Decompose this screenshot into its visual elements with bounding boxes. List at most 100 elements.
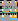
Point xyxy=(11,10,12,11)
Point xyxy=(2,2,3,3)
Point xyxy=(3,10,4,11)
Point xyxy=(2,2,3,3)
Point xyxy=(2,10,3,11)
Point xyxy=(4,11,5,12)
Point xyxy=(5,9,6,10)
Point xyxy=(12,10,13,11)
Point xyxy=(2,16,3,17)
Point xyxy=(13,1,14,2)
Point xyxy=(13,1,14,2)
Point xyxy=(11,10,12,11)
Point xyxy=(3,16,4,17)
Point xyxy=(12,16,13,17)
Point xyxy=(2,10,3,11)
Point xyxy=(13,9,14,10)
Point xyxy=(11,2,12,3)
Point xyxy=(10,16,11,17)
Point xyxy=(2,16,3,17)
Point xyxy=(2,16,3,17)
Point xyxy=(2,10,3,11)
Point xyxy=(13,4,14,5)
Point xyxy=(13,2,14,3)
Point xyxy=(12,11,13,12)
Point xyxy=(2,10,3,11)
Point xyxy=(12,11,13,12)
Point xyxy=(10,2,11,3)
Point xyxy=(13,10,14,11)
Point xyxy=(2,16,3,17)
Point xyxy=(2,2,3,3)
Point xyxy=(11,2,12,3)
Point xyxy=(2,16,3,17)
Point xyxy=(6,1,7,2)
Point xyxy=(4,9,5,10)
Point xyxy=(7,12,8,13)
Point xyxy=(5,9,6,10)
Point xyxy=(2,2,3,3)
Point xyxy=(10,16,11,17)
Point xyxy=(10,16,11,17)
Point xyxy=(4,9,5,10)
Point xyxy=(11,10,12,11)
Point xyxy=(5,11,6,12)
Point xyxy=(2,2,3,3)
Point xyxy=(13,11,14,12)
Point xyxy=(10,16,11,17)
Point xyxy=(2,10,3,11)
Point xyxy=(11,16,12,17)
Point xyxy=(5,2,6,3)
Point xyxy=(4,3,5,4)
Point xyxy=(10,10,11,11)
Point xyxy=(10,10,11,11)
Point xyxy=(11,10,12,11)
Point xyxy=(10,10,11,11)
Point xyxy=(14,9,15,10)
Point xyxy=(10,2,11,3)
Point xyxy=(10,2,11,3)
Point xyxy=(10,10,11,11)
Point xyxy=(10,16,11,17)
Point xyxy=(4,11,5,12)
Point xyxy=(12,11,13,12)
Point xyxy=(3,16,4,17)
Point xyxy=(2,16,3,17)
Point xyxy=(4,3,5,4)
Point xyxy=(3,2,4,3)
Point xyxy=(10,2,11,3)
Point xyxy=(11,16,12,17)
Point xyxy=(2,16,3,17)
Point xyxy=(3,2,4,3)
Point xyxy=(3,2,4,3)
Point xyxy=(3,10,4,11)
Point xyxy=(11,16,12,17)
Point xyxy=(2,10,3,11)
Point xyxy=(2,10,3,11)
Point xyxy=(4,9,5,10)
Point xyxy=(2,2,3,3)
Point xyxy=(2,16,3,17)
Point xyxy=(12,10,13,11)
Point xyxy=(11,16,12,17)
Point xyxy=(11,2,12,3)
Point xyxy=(3,16,4,17)
Point xyxy=(10,16,11,17)
Point xyxy=(4,10,5,11)
Point xyxy=(10,16,11,17)
Point xyxy=(2,16,3,17)
Point xyxy=(4,10,5,11)
Point xyxy=(10,16,11,17)
Point xyxy=(5,2,6,3)
Point xyxy=(4,17,5,18)
Point xyxy=(2,2,3,3)
Point xyxy=(2,10,3,11)
Point xyxy=(6,1,7,2)
Point xyxy=(4,2,5,3)
Point xyxy=(4,16,5,17)
Point xyxy=(5,11,6,12)
Point xyxy=(13,16,14,17)
Point xyxy=(11,10,12,11)
Point xyxy=(10,16,11,17)
Point xyxy=(10,10,11,11)
Point xyxy=(10,10,11,11)
Point xyxy=(10,2,11,3)
